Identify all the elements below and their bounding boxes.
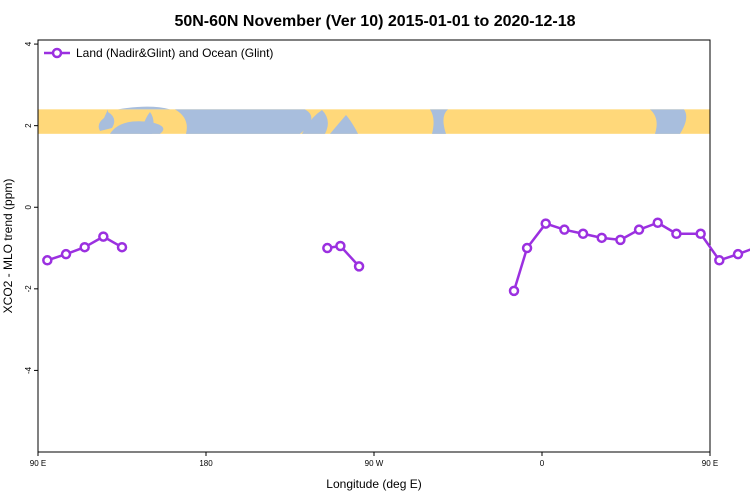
map-ocean-region: [175, 109, 312, 134]
chart-title: 50N-60N November (Ver 10) 2015-01-01 to …: [174, 13, 575, 30]
data-point: [508, 285, 520, 297]
data-point: [714, 255, 725, 266]
legend: Land (Nadir&Glint) and Ocean (Glint): [44, 46, 273, 60]
x-tick-label: 0: [540, 459, 545, 468]
data-point: [633, 224, 645, 235]
series-line: [512, 221, 750, 292]
x-tick-label: 90 E: [702, 459, 718, 468]
data-point: [60, 248, 72, 260]
map-ocean-region: [430, 109, 448, 134]
y-axis-label: XCO2 - MLO trend (ppm): [1, 179, 15, 314]
x-axis-ticks: 90 E 180 90 W 0 90 E: [30, 452, 718, 468]
series-layer: [42, 217, 750, 297]
x-tick-label: 90 E: [30, 459, 46, 468]
y-tick-label: 0: [24, 204, 33, 209]
map-ocean-region: [302, 110, 328, 134]
data-point: [671, 228, 682, 240]
plot-frame: [37, 39, 711, 453]
x-axis-label: Longitude (deg E): [326, 477, 421, 491]
data-point: [695, 228, 706, 240]
data-point: [559, 224, 570, 235]
data-point: [732, 248, 744, 260]
legend-marker: [51, 47, 63, 59]
data-point: [615, 234, 626, 246]
y-tick-label: -4: [24, 366, 33, 374]
x-tick-label: 90 W: [365, 459, 384, 468]
x-tick-label: 180: [199, 459, 213, 468]
map-ocean-region: [98, 109, 115, 131]
map-ocean-region: [330, 115, 358, 134]
data-point: [79, 241, 90, 253]
data-point: [42, 255, 53, 266]
y-tick-label: -2: [24, 285, 33, 293]
data-point: [353, 261, 365, 272]
data-point: [652, 217, 663, 228]
data-point: [116, 241, 128, 253]
y-tick-label: 4: [24, 41, 33, 46]
data-point: [521, 242, 533, 254]
data-point: [596, 232, 607, 244]
y-tick-label: 2: [24, 123, 33, 128]
map-ocean-region: [118, 106, 170, 110]
data-point: [322, 242, 333, 254]
y-axis-ticks: 4 2 0 -2 -4: [24, 41, 38, 374]
map-ocean-region: [650, 109, 687, 134]
map-band: [38, 106, 710, 134]
legend-label: Land (Nadir&Glint) and Ocean (Glint): [76, 46, 273, 60]
map-ocean-region: [140, 112, 154, 134]
data-point: [540, 218, 551, 229]
data-point: [335, 240, 346, 252]
data-point: [98, 231, 109, 242]
data-point: [577, 228, 589, 240]
